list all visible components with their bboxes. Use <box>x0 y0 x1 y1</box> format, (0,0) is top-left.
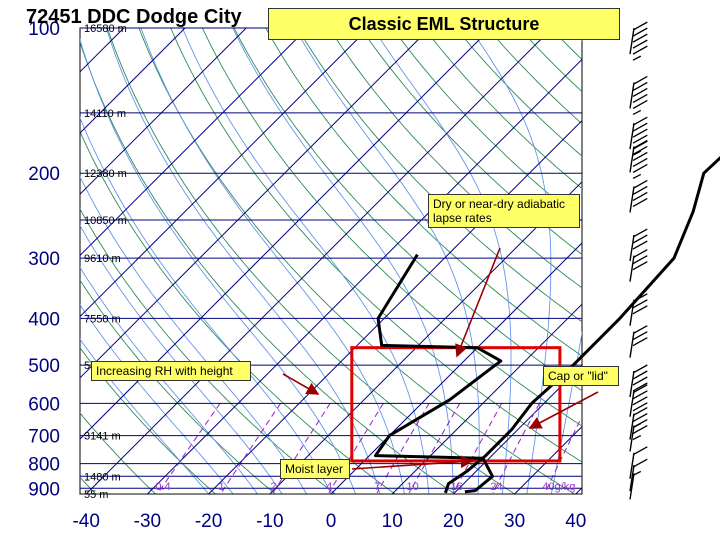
mixing-ratio-label: 4 <box>326 481 332 493</box>
callout-moist-layer: Moist layer <box>280 459 350 479</box>
wind-barb-half-flag <box>633 56 641 60</box>
pressure-tick-label: 900 <box>28 479 60 500</box>
temperature-tick-label: 0 <box>326 511 337 532</box>
height-label: 3141 m <box>84 431 121 443</box>
height-label: 55 m <box>84 489 108 501</box>
temperature-tick-label: 20 <box>443 511 464 532</box>
wind-barb-half-flag <box>633 471 641 475</box>
height-label: 10850 m <box>84 215 127 227</box>
wind-barb-staff <box>630 186 634 212</box>
height-label: 9610 m <box>84 253 121 265</box>
callout-lapse-rates: Dry or near-dry adiabatic lapse rates <box>428 194 580 228</box>
wind-barb-flag <box>633 459 647 467</box>
pressure-tick-label: 500 <box>28 356 60 377</box>
wind-barb <box>630 294 647 326</box>
temperature-tick-label: -30 <box>134 511 161 532</box>
pressure-tick-label: 800 <box>28 455 60 476</box>
mixing-ratio-label: 1 <box>219 481 225 493</box>
pressure-tick-label: 600 <box>28 394 60 415</box>
height-label: 7550 m <box>84 313 121 325</box>
isotherm-line <box>576 28 720 494</box>
wind-barb <box>630 22 647 60</box>
callout-increasing-rh: Increasing RH with height <box>91 361 251 381</box>
dry-adiabat-line <box>646 28 720 494</box>
wind-barb <box>630 76 647 114</box>
wind-barb-staff <box>630 332 634 358</box>
wind-barb-staff <box>630 123 634 149</box>
mixing-ratio-label: 0.4 <box>155 481 170 493</box>
mixing-ratio-label: 40g/kg <box>542 481 575 493</box>
height-label: 1480 m <box>84 471 121 483</box>
wind-barb-staff <box>630 28 634 54</box>
height-label: 12380 m <box>84 168 127 180</box>
height-label: 14110 m <box>84 108 126 120</box>
dry-adiabat-line <box>709 28 720 494</box>
wind-barb-half-flag <box>633 174 641 178</box>
mixing-ratio-label: 2 <box>270 481 276 493</box>
mixing-ratio-label: 16 <box>451 481 463 493</box>
temperature-tick-label: 30 <box>504 511 525 532</box>
temperature-tick-label: 10 <box>382 511 403 532</box>
wind-barb-flag <box>633 447 647 455</box>
wind-barb <box>630 326 647 358</box>
wind-barb <box>630 229 647 261</box>
dry-adiabat-line <box>678 28 720 494</box>
temperature-tick-label: -20 <box>195 511 222 532</box>
temperature-tick-label: -10 <box>256 511 283 532</box>
wind-barb <box>630 180 647 212</box>
station-title: 72451 DDC Dodge City <box>26 6 242 29</box>
wind-barb-staff <box>630 82 634 108</box>
wind-barb <box>630 117 647 155</box>
mixing-ratio-label: 7 <box>374 481 380 493</box>
pressure-tick-label: 700 <box>28 427 60 448</box>
mixing-ratio-label: 24 <box>490 481 502 493</box>
callout-cap-lid: Cap or "lid" <box>543 366 619 386</box>
dry-adiabat-line <box>583 28 720 494</box>
pressure-tick-label: 400 <box>28 309 60 330</box>
wind-barb-half-flag <box>633 110 641 114</box>
wind-barb <box>630 471 641 499</box>
pressure-tick-label: 300 <box>28 249 60 270</box>
wind-barb-staff <box>630 146 634 172</box>
chart-title: Classic EML Structure <box>268 8 620 40</box>
temperature-tick-label: 40 <box>565 511 586 532</box>
temperature-tick-label: -40 <box>72 511 99 532</box>
pressure-tick-label: 200 <box>28 164 60 185</box>
mixing-ratio-label: 10 <box>406 481 418 493</box>
wind-barb-half-flag <box>633 436 641 440</box>
wind-barb <box>630 250 647 282</box>
